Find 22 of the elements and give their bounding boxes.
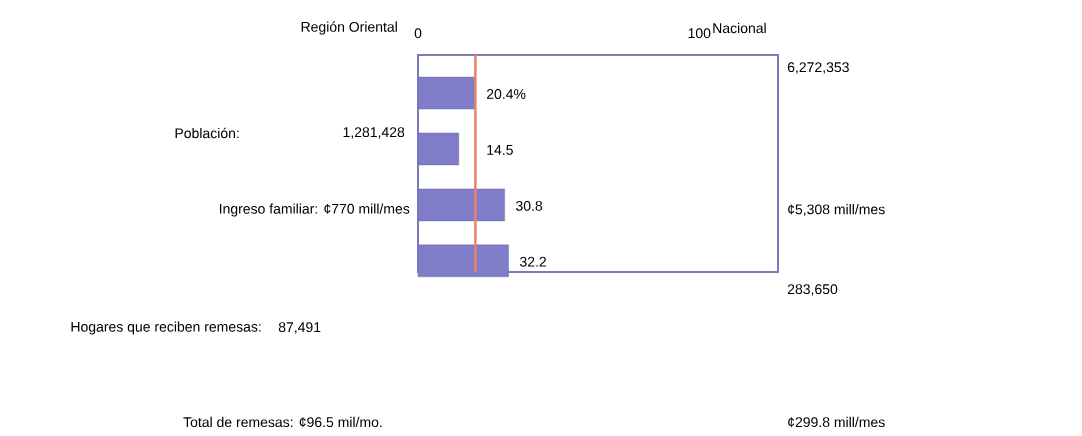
bar — [417, 132, 459, 166]
bar — [417, 76, 476, 110]
data-label: 32.2 — [519, 256, 546, 267]
data-label: 14.5 — [487, 145, 513, 155]
text: 1,281,428 — [343, 127, 405, 139]
text: Población: — [175, 127, 239, 139]
bar — [417, 188, 505, 222]
text: Total de remesas: ¢96.5 mil/mo. — [183, 416, 382, 428]
text: Hogares que reciben remesas: — [71, 321, 261, 335]
bar — [417, 244, 509, 278]
text: Nacional — [713, 22, 766, 34]
x-tick-label: 0 — [414, 28, 422, 39]
data-label: 20.4% — [486, 89, 526, 99]
text: ¢299.8 mill/mes — [788, 416, 885, 428]
text: Región Oriental — [301, 21, 397, 35]
text: ¢5,308 mill/mes — [788, 204, 885, 216]
text: 6,272,353 — [787, 62, 849, 74]
text: 87,491 — [278, 322, 321, 334]
text: Ingreso familiar: ¢770 mill/mes — [219, 203, 410, 217]
text: 283,650 — [787, 284, 838, 296]
x-tick-label: 100 — [688, 28, 711, 39]
data-label: 30.8 — [516, 200, 543, 211]
